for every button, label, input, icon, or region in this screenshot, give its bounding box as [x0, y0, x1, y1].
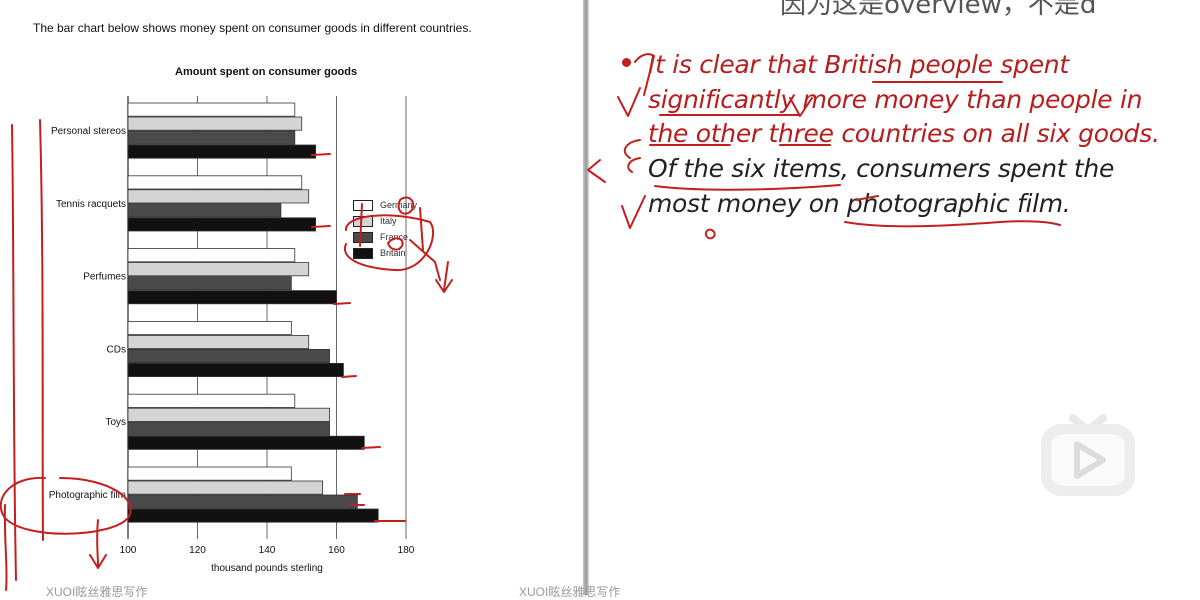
- bullet-dot: [622, 58, 631, 67]
- bar-britain: [127, 290, 337, 305]
- category-label: Personal stereos: [51, 126, 126, 137]
- x-tick-label: 100: [120, 545, 137, 556]
- category-label: Photographic film: [49, 490, 126, 501]
- note-line-1: It is clear that British people spent: [648, 50, 1069, 79]
- legend-label-italy: Italy: [380, 216, 397, 226]
- bar-germany: [127, 466, 292, 481]
- legend-swatch-italy: [353, 215, 373, 227]
- category-label: Perfumes: [83, 272, 126, 283]
- bar-germany: [127, 248, 296, 263]
- bar-italy: [127, 334, 310, 349]
- legend-swatch-britain: [353, 247, 373, 259]
- chart-legend: Germany Italy France Britain: [353, 197, 417, 261]
- category-label: Tennis racquets: [56, 199, 126, 210]
- watermark-left: XUOI眩丝雅思写作: [46, 585, 148, 599]
- legend-swatch-france: [353, 231, 373, 243]
- x-tick-label: 160: [328, 545, 345, 556]
- legend-item-italy: Italy: [353, 213, 417, 229]
- category-label: Toys: [105, 417, 126, 428]
- bar-germany: [127, 393, 296, 408]
- legend-label-germany: Germany: [380, 200, 418, 210]
- bar-britain: [127, 362, 344, 377]
- bar-france: [127, 421, 330, 436]
- bar-britain: [127, 435, 365, 450]
- watermark-right: XUOI眩丝雅思写作: [519, 585, 621, 599]
- bar-italy: [127, 407, 330, 422]
- chart-title: Amount spent on consumer goods: [175, 66, 358, 78]
- category-label: CDs: [107, 344, 126, 355]
- bar-france: [127, 276, 292, 291]
- document-page-left: The bar chart below shows money spent on…: [0, 0, 583, 599]
- bar-britain: [127, 217, 317, 232]
- bar-chart: 100 120 140 160 180 thousand pounds sterling P…: [49, 96, 415, 574]
- bar-britain: [127, 144, 317, 159]
- page-divider: [583, 0, 589, 595]
- bar-france: [127, 494, 358, 509]
- note-line-5: most money on photographic film.: [648, 189, 1071, 218]
- bar-italy: [127, 189, 310, 204]
- legend-item-britain: Britain: [353, 245, 417, 261]
- legend-swatch-germany: [353, 199, 373, 211]
- note-line-4: Of the six items, consumers spent the: [648, 154, 1115, 183]
- play-icon: [1041, 414, 1135, 496]
- video-play-button[interactable]: [1037, 404, 1139, 498]
- legend-label-britain: Britain: [380, 248, 406, 258]
- x-tick-label: 140: [259, 545, 276, 556]
- note-line-3: the other three countries on all six goo…: [648, 119, 1160, 148]
- cropped-heading: 因为这是overview，不是d: [780, 0, 1097, 20]
- x-tick-label: 120: [189, 545, 206, 556]
- bar-italy: [127, 262, 310, 277]
- bar-italy: [127, 480, 324, 495]
- task-prompt: The bar chart below shows money spent on…: [33, 21, 472, 35]
- legend-item-france: France: [353, 229, 417, 245]
- legend-item-germany: Germany: [353, 197, 417, 213]
- x-tick-label: 180: [398, 545, 415, 556]
- bar-italy: [127, 116, 303, 131]
- x-axis-label: thousand pounds sterling: [211, 563, 323, 574]
- bar-germany: [127, 175, 303, 190]
- bar-france: [127, 130, 296, 145]
- bar-britain: [127, 508, 379, 523]
- note-line-2: significantly more money than people in: [648, 85, 1143, 114]
- bar-france: [127, 203, 282, 218]
- bar-france: [127, 348, 330, 363]
- legend-label-france: France: [380, 232, 409, 242]
- bar-germany: [127, 320, 292, 335]
- bar-germany: [127, 102, 296, 117]
